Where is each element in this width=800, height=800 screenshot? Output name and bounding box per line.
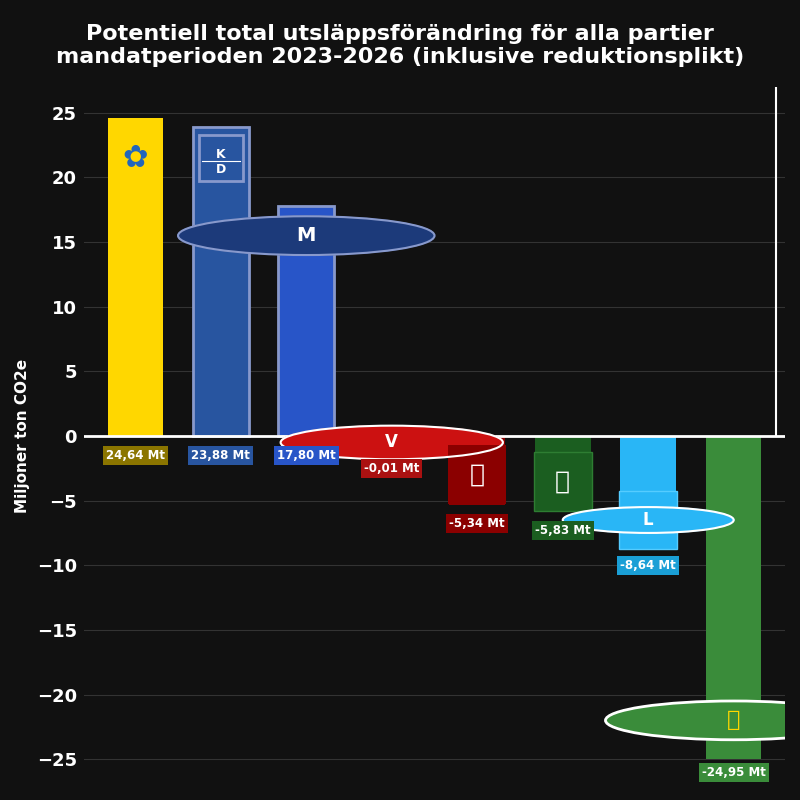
FancyBboxPatch shape xyxy=(534,452,592,510)
Text: 17,80 Mt: 17,80 Mt xyxy=(277,449,336,462)
Text: -8,64 Mt: -8,64 Mt xyxy=(620,558,676,572)
Text: -5,83 Mt: -5,83 Mt xyxy=(535,524,590,537)
Text: -24,95 Mt: -24,95 Mt xyxy=(702,766,766,778)
Bar xyxy=(278,206,334,436)
Text: -5,34 Mt: -5,34 Mt xyxy=(450,518,505,530)
Text: D: D xyxy=(216,163,226,176)
Circle shape xyxy=(178,216,434,255)
FancyBboxPatch shape xyxy=(619,490,677,550)
Circle shape xyxy=(281,426,503,459)
FancyBboxPatch shape xyxy=(448,446,506,504)
Text: V: V xyxy=(386,434,398,451)
Bar xyxy=(450,436,505,505)
Text: 🌿: 🌿 xyxy=(727,710,740,730)
Text: ✿: ✿ xyxy=(122,143,148,173)
Text: 🍀: 🍀 xyxy=(555,470,570,494)
Text: 24,64 Mt: 24,64 Mt xyxy=(106,449,165,462)
Text: -0,01 Mt: -0,01 Mt xyxy=(364,462,419,475)
Bar xyxy=(621,436,676,548)
FancyBboxPatch shape xyxy=(198,135,243,181)
FancyBboxPatch shape xyxy=(113,135,158,181)
Y-axis label: Miljoner ton CO2e: Miljoner ton CO2e xyxy=(15,359,30,513)
Bar xyxy=(706,436,762,758)
Circle shape xyxy=(606,701,800,740)
Text: M: M xyxy=(297,226,316,245)
Text: L: L xyxy=(643,511,654,529)
Bar xyxy=(193,127,249,436)
Bar xyxy=(107,118,163,436)
Bar xyxy=(535,436,590,511)
Text: 🌹: 🌹 xyxy=(470,462,485,486)
Text: 23,88 Mt: 23,88 Mt xyxy=(191,449,250,462)
Text: K: K xyxy=(216,148,226,161)
Circle shape xyxy=(562,507,734,533)
Text: Potentiell total utsläppsförändring för alla partier
mandatperioden 2023-2026 (i: Potentiell total utsläppsförändring för … xyxy=(56,24,744,67)
